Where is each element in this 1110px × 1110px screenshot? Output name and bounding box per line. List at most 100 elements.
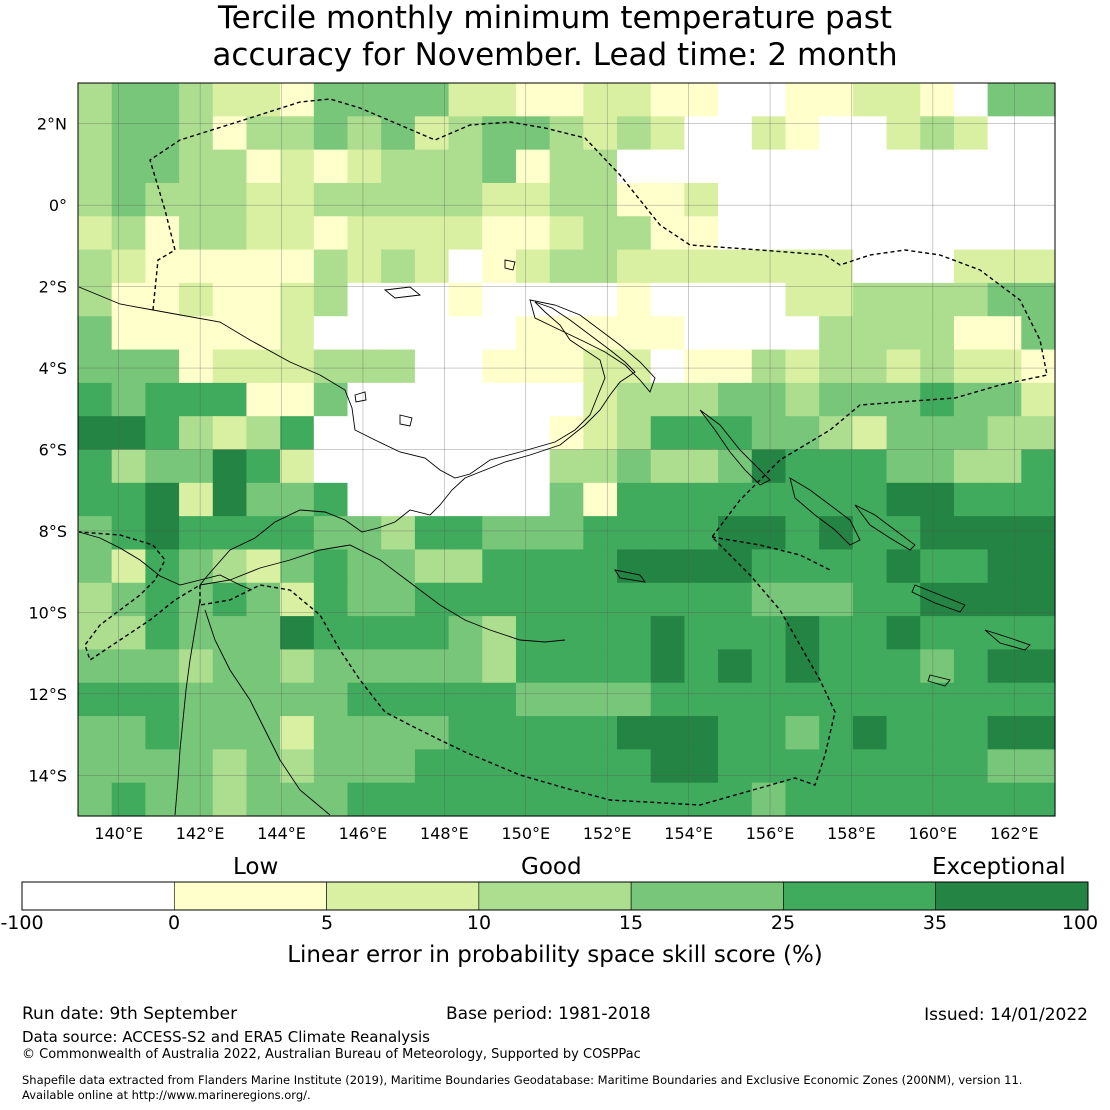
skill-cell xyxy=(246,582,281,617)
skill-cell xyxy=(549,182,584,217)
skill-cell xyxy=(751,482,787,517)
skill-cell xyxy=(718,549,753,584)
skill-cell xyxy=(953,382,989,417)
small-isle-c xyxy=(504,259,516,271)
skill-cell xyxy=(684,782,719,817)
skill-cell xyxy=(246,83,281,117)
skill-cell xyxy=(1021,482,1056,517)
skill-cell xyxy=(381,482,416,517)
skill-cell xyxy=(1021,249,1056,284)
skill-cell xyxy=(381,349,416,384)
skill-cell xyxy=(482,716,517,750)
cape-york-east xyxy=(204,609,331,816)
skill-cell xyxy=(448,649,483,684)
skill-cell xyxy=(280,249,315,284)
skill-cell xyxy=(347,549,382,584)
map-title: Tercile monthly minimum temperature past… xyxy=(0,0,1110,74)
skill-cell xyxy=(920,316,955,351)
skill-cell xyxy=(145,449,180,484)
skill-cell xyxy=(145,83,180,117)
skill-cell xyxy=(212,649,248,684)
skill-cell xyxy=(78,116,113,151)
torres-coast xyxy=(199,544,566,643)
new-ireland xyxy=(699,409,771,486)
shapefile-credit-2: Available online at http://www.marinereg… xyxy=(22,1088,311,1102)
skill-cell xyxy=(414,682,450,717)
skill-cell xyxy=(111,416,146,451)
skill-cell xyxy=(145,149,180,184)
skill-cell xyxy=(953,549,989,584)
skill-cell xyxy=(313,249,349,284)
skill-cell xyxy=(549,582,584,617)
skill-cell xyxy=(414,216,450,251)
skill-cell xyxy=(313,749,349,784)
skill-cell xyxy=(280,749,315,784)
skill-cell xyxy=(1021,216,1056,251)
skill-cell xyxy=(482,182,517,217)
skill-cell xyxy=(1021,182,1056,217)
skill-cell xyxy=(953,349,989,384)
skill-cell xyxy=(1021,416,1056,451)
skill-cell xyxy=(819,616,854,651)
skill-cell xyxy=(684,182,719,217)
skill-cell xyxy=(78,349,113,384)
legend-tick: 15 xyxy=(618,912,644,934)
latitude-tick-label: 4°S xyxy=(39,359,67,378)
skill-cell xyxy=(381,716,416,750)
skill-cell xyxy=(145,582,180,617)
skill-cell xyxy=(381,316,416,351)
skill-cell xyxy=(313,349,349,384)
skill-cell xyxy=(212,149,248,184)
skill-cell xyxy=(381,182,416,217)
skill-cell xyxy=(852,682,888,717)
skill-cell xyxy=(684,216,719,251)
skill-cell xyxy=(549,382,584,417)
skill-cell xyxy=(718,316,753,351)
skill-cell xyxy=(212,282,248,317)
skill-cell xyxy=(179,482,214,517)
skill-cell xyxy=(819,316,854,351)
skill-cell xyxy=(987,682,1022,717)
skill-cell xyxy=(953,716,989,750)
skill-cell xyxy=(111,649,146,684)
skill-cell xyxy=(448,216,483,251)
colorbar-bin xyxy=(173,881,327,911)
skill-cell xyxy=(852,316,888,351)
skill-cell xyxy=(583,649,618,684)
longitude-tick-label: 152°E xyxy=(583,824,632,843)
skill-cell xyxy=(852,616,888,651)
skill-cell xyxy=(448,716,483,750)
skill-cell xyxy=(819,516,854,551)
skill-cell xyxy=(852,749,888,784)
skill-cell xyxy=(414,716,450,750)
skill-cell xyxy=(179,116,214,151)
skill-cell xyxy=(280,782,315,817)
colorbar-bin xyxy=(630,881,784,911)
skill-cell xyxy=(381,249,416,284)
skill-cell xyxy=(920,83,955,117)
skill-cell xyxy=(515,449,551,484)
skill-cell xyxy=(920,782,955,817)
skill-cell xyxy=(684,116,719,151)
latitude-tick-label: 2°S xyxy=(39,278,67,297)
longitude-ticks: 140°E 142°E 144°E 146°E 148°E 150°E 152°E 154°E… xyxy=(94,824,1038,843)
skill-cell xyxy=(684,716,719,750)
longitude-tick-label: 144°E xyxy=(257,824,306,843)
skill-cell xyxy=(650,182,686,217)
skill-cell xyxy=(785,316,820,351)
skill-cell xyxy=(280,149,315,184)
skill-cell xyxy=(78,449,113,484)
skill-cell xyxy=(78,249,113,284)
skill-cell xyxy=(718,649,753,684)
skill-cell xyxy=(617,182,652,217)
skill-cell xyxy=(549,682,584,717)
skill-cell xyxy=(650,216,686,251)
skill-cell xyxy=(549,649,584,684)
skill-cell xyxy=(751,749,787,784)
skill-cell xyxy=(852,449,888,484)
skill-cell xyxy=(313,649,349,684)
legend-category-low: Low xyxy=(233,854,279,880)
skill-cell xyxy=(987,282,1022,317)
skill-cell xyxy=(650,649,686,684)
skill-cell xyxy=(179,282,214,317)
